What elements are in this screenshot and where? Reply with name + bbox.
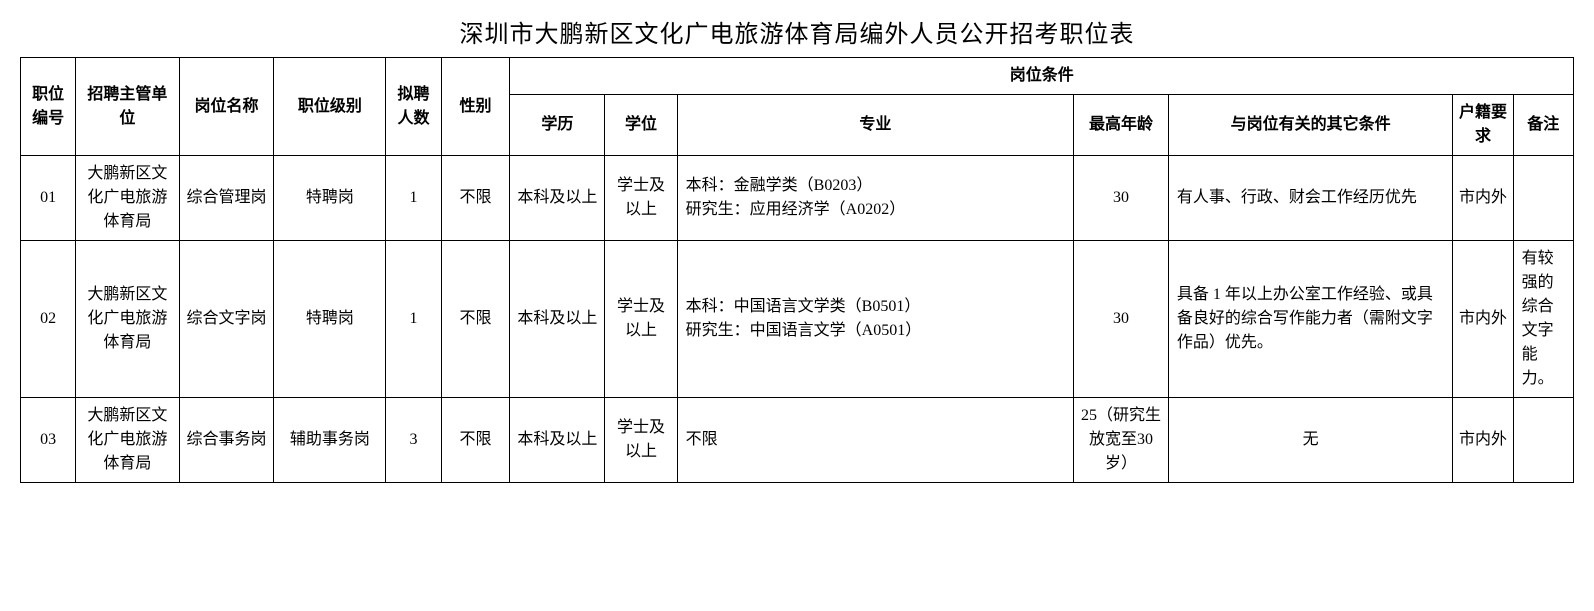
- cell-major: 本科：中国语言文学类（B0501）研究生：中国语言文学（A0501）: [677, 241, 1073, 398]
- cell-degree: 学士及以上: [605, 398, 677, 483]
- cell-dept: 大鹏新区文化广电旅游体育局: [76, 241, 179, 398]
- cell-id: 02: [21, 241, 76, 398]
- th-level: 职位级别: [274, 58, 386, 156]
- cell-other: 有人事、行政、财会工作经历优先: [1168, 156, 1452, 241]
- positions-table: 职位编号 招聘主管单位 岗位名称 职位级别 拟聘人数 性别 岗位条件 学历 学位…: [20, 57, 1574, 483]
- table-row: 01 大鹏新区文化广电旅游体育局 综合管理岗 特聘岗 1 不限 本科及以上 学士…: [21, 156, 1574, 241]
- cell-edu: 本科及以上: [510, 398, 605, 483]
- th-other: 与岗位有关的其它条件: [1168, 95, 1452, 156]
- cell-huji: 市内外: [1453, 398, 1513, 483]
- th-age: 最高年龄: [1074, 95, 1169, 156]
- cell-age: 25（研究生放宽至30岁）: [1074, 398, 1169, 483]
- cell-degree: 学士及以上: [605, 156, 677, 241]
- cell-note: [1513, 398, 1573, 483]
- th-huji: 户籍要求: [1453, 95, 1513, 156]
- th-count: 拟聘人数: [386, 58, 441, 156]
- cell-count: 1: [386, 156, 441, 241]
- cell-gender: 不限: [441, 156, 510, 241]
- cell-level: 特聘岗: [274, 241, 386, 398]
- cell-level: 辅助事务岗: [274, 398, 386, 483]
- cell-other: 具备 1 年以上办公室工作经验、或具备良好的综合写作能力者（需附文字作品）优先。: [1168, 241, 1452, 398]
- cell-huji: 市内外: [1453, 156, 1513, 241]
- cell-edu: 本科及以上: [510, 156, 605, 241]
- th-major: 专业: [677, 95, 1073, 156]
- th-group: 岗位条件: [510, 58, 1574, 95]
- th-name: 岗位名称: [179, 58, 274, 156]
- cell-huji: 市内外: [1453, 241, 1513, 398]
- th-dept: 招聘主管单位: [76, 58, 179, 156]
- cell-dept: 大鹏新区文化广电旅游体育局: [76, 398, 179, 483]
- table-body: 01 大鹏新区文化广电旅游体育局 综合管理岗 特聘岗 1 不限 本科及以上 学士…: [21, 156, 1574, 483]
- table-row: 03 大鹏新区文化广电旅游体育局 综合事务岗 辅助事务岗 3 不限 本科及以上 …: [21, 398, 1574, 483]
- page-title: 深圳市大鹏新区文化广电旅游体育局编外人员公开招考职位表: [20, 14, 1574, 49]
- cell-gender: 不限: [441, 241, 510, 398]
- cell-other: 无: [1168, 398, 1452, 483]
- cell-note: 有较强的综合文字能力。: [1513, 241, 1573, 398]
- th-note: 备注: [1513, 95, 1573, 156]
- cell-level: 特聘岗: [274, 156, 386, 241]
- cell-major: 不限: [677, 398, 1073, 483]
- th-id: 职位编号: [21, 58, 76, 156]
- cell-id: 03: [21, 398, 76, 483]
- th-gender: 性别: [441, 58, 510, 156]
- cell-degree: 学士及以上: [605, 241, 677, 398]
- cell-name: 综合事务岗: [179, 398, 274, 483]
- cell-dept: 大鹏新区文化广电旅游体育局: [76, 156, 179, 241]
- cell-major: 本科：金融学类（B0203）研究生：应用经济学（A0202）: [677, 156, 1073, 241]
- cell-age: 30: [1074, 241, 1169, 398]
- cell-edu: 本科及以上: [510, 241, 605, 398]
- th-degree: 学位: [605, 95, 677, 156]
- cell-age: 30: [1074, 156, 1169, 241]
- header-row-1: 职位编号 招聘主管单位 岗位名称 职位级别 拟聘人数 性别 岗位条件: [21, 58, 1574, 95]
- cell-name: 综合管理岗: [179, 156, 274, 241]
- cell-count: 3: [386, 398, 441, 483]
- cell-id: 01: [21, 156, 76, 241]
- table-row: 02 大鹏新区文化广电旅游体育局 综合文字岗 特聘岗 1 不限 本科及以上 学士…: [21, 241, 1574, 398]
- cell-count: 1: [386, 241, 441, 398]
- cell-note: [1513, 156, 1573, 241]
- cell-gender: 不限: [441, 398, 510, 483]
- th-edu: 学历: [510, 95, 605, 156]
- cell-name: 综合文字岗: [179, 241, 274, 398]
